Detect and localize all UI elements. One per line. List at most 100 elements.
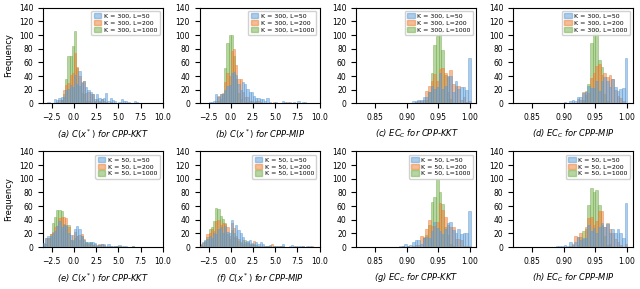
Bar [61, 211, 63, 247]
Bar [56, 226, 58, 247]
Bar [598, 60, 601, 103]
Bar [468, 246, 470, 247]
Bar [449, 227, 452, 247]
Bar [54, 227, 56, 247]
Bar [282, 246, 284, 247]
Bar [428, 220, 431, 247]
Bar [449, 99, 452, 103]
Bar [609, 234, 611, 247]
Bar [220, 99, 222, 103]
Bar [83, 244, 85, 247]
Bar [420, 236, 423, 247]
Bar [237, 239, 239, 247]
Bar [236, 79, 237, 103]
Bar [244, 102, 246, 103]
Bar [211, 229, 213, 247]
Bar [606, 77, 609, 103]
Bar [590, 78, 593, 103]
Bar [604, 95, 606, 103]
Bar [251, 245, 253, 247]
Bar [108, 246, 109, 247]
Bar [269, 245, 271, 247]
Bar [604, 77, 606, 103]
Bar [609, 75, 611, 103]
Bar [87, 242, 90, 247]
Bar [253, 102, 255, 103]
Bar [415, 101, 417, 103]
Bar [577, 245, 579, 247]
Bar [420, 100, 423, 103]
Bar [601, 223, 604, 247]
Bar [211, 227, 213, 247]
Bar [206, 237, 209, 247]
Bar [447, 225, 449, 247]
Bar [103, 98, 105, 103]
Bar [271, 244, 273, 247]
Bar [468, 58, 470, 103]
Bar [47, 238, 50, 247]
Bar [123, 101, 125, 103]
Bar [85, 242, 87, 247]
Bar [442, 204, 444, 247]
Bar [244, 244, 246, 247]
Bar [233, 237, 236, 247]
Bar [79, 76, 81, 103]
Bar [224, 224, 227, 247]
Bar [211, 238, 213, 247]
Bar [65, 79, 67, 103]
Bar [215, 208, 218, 247]
Bar [134, 101, 136, 103]
Bar [579, 237, 582, 247]
Bar [248, 244, 251, 247]
Bar [412, 242, 415, 247]
Bar [228, 233, 231, 247]
Bar [239, 79, 242, 103]
Bar [574, 242, 577, 247]
Bar [582, 93, 585, 103]
Bar [202, 246, 204, 247]
Bar [200, 244, 202, 247]
Bar [127, 102, 129, 103]
Bar [222, 95, 224, 103]
Bar [218, 96, 220, 103]
Legend: K = 50, L=50, K = 50, L=200, K = 50, L=1000: K = 50, L=50, K = 50, L=200, K = 50, L=1… [252, 155, 316, 179]
Bar [204, 241, 206, 247]
Bar [65, 218, 67, 247]
Bar [298, 101, 300, 103]
Bar [96, 99, 99, 103]
Bar [81, 93, 83, 103]
Bar [224, 68, 227, 103]
Bar [585, 238, 588, 247]
Bar [50, 234, 52, 247]
Bar [63, 225, 65, 247]
X-axis label: (c) $EC_C$ for CPP-KKT: (c) $EC_C$ for CPP-KKT [374, 128, 458, 140]
Bar [61, 100, 63, 103]
Bar [118, 102, 121, 103]
Bar [442, 50, 444, 103]
Bar [76, 236, 79, 247]
Bar [585, 95, 588, 103]
Bar [442, 234, 444, 247]
Bar [218, 229, 220, 247]
Bar [577, 99, 579, 103]
X-axis label: (d) $EC_C$ for CPP-MIP: (d) $EC_C$ for CPP-MIP [532, 128, 614, 140]
Bar [85, 242, 87, 247]
Legend: K = 300, L=50, K = 300, L=200, K = 300, L=1000: K = 300, L=50, K = 300, L=200, K = 300, … [561, 11, 630, 35]
Bar [246, 102, 248, 103]
Bar [100, 99, 103, 103]
Bar [417, 245, 420, 247]
Bar [431, 226, 433, 247]
Bar [67, 225, 70, 247]
Bar [227, 73, 228, 103]
Bar [452, 92, 454, 103]
Bar [426, 100, 428, 103]
Bar [598, 91, 601, 103]
Bar [622, 238, 625, 247]
Bar [83, 81, 85, 103]
Bar [92, 94, 94, 103]
Bar [220, 227, 222, 247]
Bar [251, 101, 253, 103]
Bar [622, 88, 625, 103]
Bar [246, 89, 248, 103]
Bar [242, 82, 244, 103]
